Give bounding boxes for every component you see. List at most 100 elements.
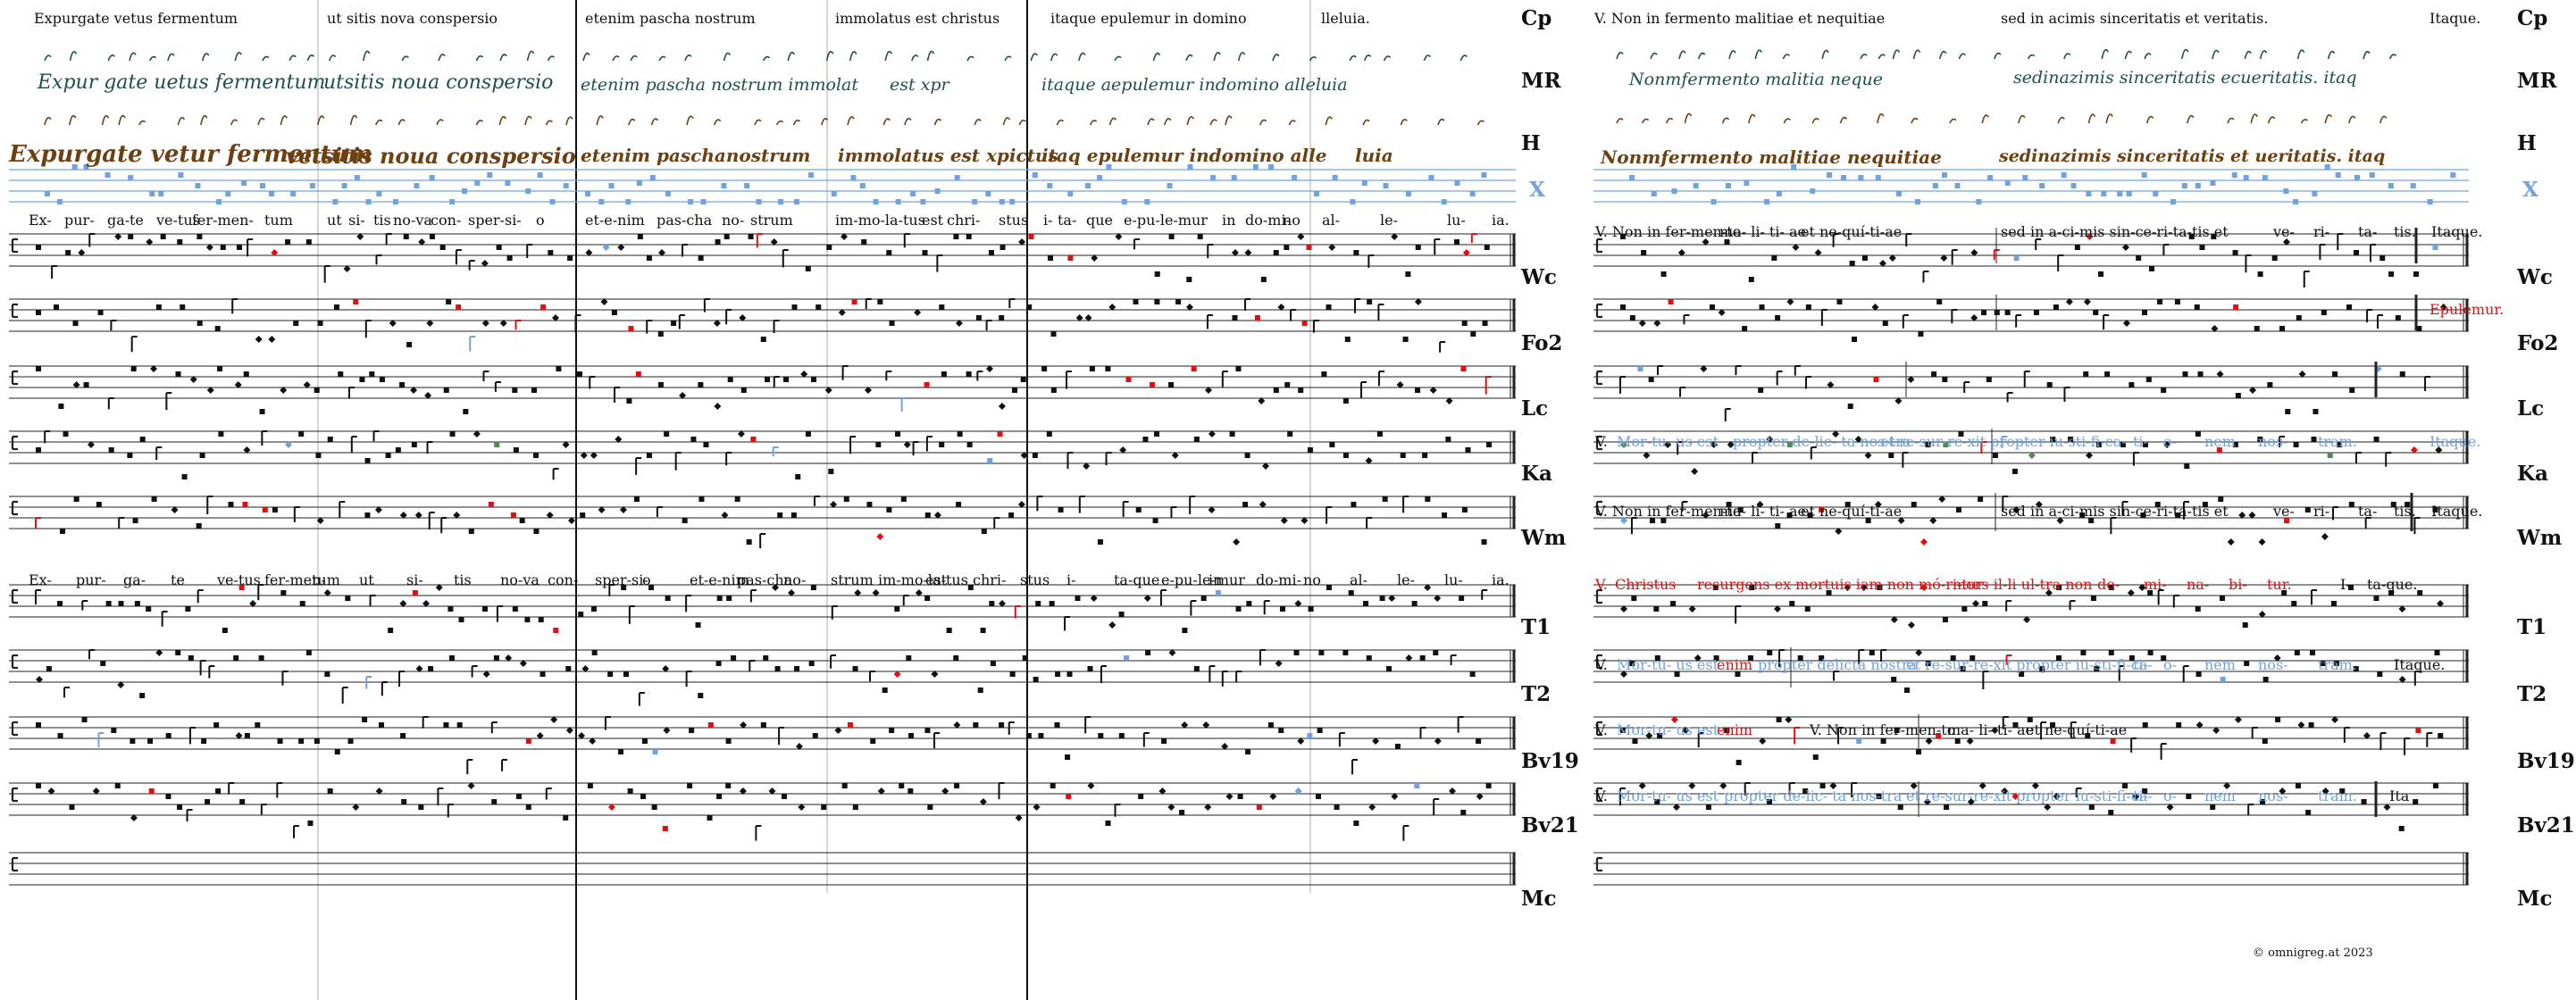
- neume-rhombus: [663, 727, 671, 734]
- neume-virga: [381, 681, 388, 696]
- neume-rhombus: [2238, 512, 2246, 519]
- adiastematic-neume: [723, 52, 732, 62]
- verse-syllable: ta-: [2358, 503, 2378, 520]
- neume-rhombus: [800, 371, 808, 378]
- neume-rhombus: [1258, 397, 1266, 404]
- neume-punctum: [1307, 447, 1313, 453]
- adiastematic-neume: [257, 117, 265, 126]
- adiastematic-neume: [1721, 117, 1730, 124]
- neume-punctum: [1981, 310, 1987, 315]
- adiastematic-neume: [1259, 119, 1267, 126]
- neume-virga: [526, 244, 533, 258]
- neume-virga: [1434, 238, 1441, 255]
- mr-manuscript-text: etenim pascha nostrum immolat: [581, 75, 859, 95]
- neume-punctum: [1235, 606, 1242, 612]
- neume-punctum: [2195, 606, 2201, 612]
- adiastematic-neume: [849, 51, 857, 62]
- x-neume: [1725, 183, 1731, 188]
- neume-punctum: [1235, 366, 1242, 371]
- neume-punctum: [259, 409, 265, 414]
- neume-punctum: [1168, 234, 1175, 239]
- adiastematic-neume: [596, 115, 604, 126]
- neume-punctum: [2242, 622, 2248, 628]
- lyric-syllable: ut: [359, 571, 374, 588]
- cp-cell: etenim pascha nostrum: [585, 10, 756, 27]
- neume-rhombus: [740, 721, 748, 729]
- verse-syllable: ve-: [2273, 223, 2295, 240]
- neume-rhombus: [453, 512, 461, 519]
- neume-punctum: [272, 507, 278, 512]
- x-neume: [985, 191, 991, 196]
- neume-punctum: [664, 431, 670, 437]
- neume-rhombus: [658, 249, 666, 256]
- adiastematic-neume: [545, 120, 553, 126]
- x-neume: [83, 164, 89, 170]
- neume-punctum: [347, 738, 354, 744]
- row-label: Cp: [2517, 6, 2548, 30]
- neume-rhombus: [1424, 584, 1432, 591]
- neume-rhombus: [1940, 254, 1948, 262]
- neume-punctum: [1298, 388, 1304, 393]
- clef-mark: [1595, 370, 1602, 386]
- neume-rhombus: [979, 798, 987, 805]
- adiastematic-neume: [1309, 56, 1317, 62]
- neume-virga: [1244, 298, 1251, 312]
- x-neume: [2061, 172, 2067, 178]
- neume-punctum: [1145, 650, 1151, 655]
- neume-punctum: [2147, 590, 2154, 596]
- verse-syllable: mors il-li ul-tra non: [1953, 576, 2093, 593]
- adiastematic-neume: [565, 116, 573, 126]
- neume-punctum: [1844, 502, 1851, 507]
- neume-virga: [2157, 589, 2164, 605]
- neume-rhombus: [1396, 381, 1404, 388]
- adiastematic-neume: [1186, 116, 1194, 126]
- clef-mark: [1595, 303, 1602, 319]
- lyric-syllable: pas-cha: [657, 212, 713, 229]
- adiastematic-neume: [911, 54, 919, 62]
- adiastematic-neume: [438, 54, 446, 62]
- neume-rhombus: [2086, 452, 2093, 459]
- neume-punctum: [621, 585, 627, 590]
- neume-virga: [1207, 244, 1214, 259]
- neume-punctum: [987, 458, 993, 463]
- neume-punctum: [977, 688, 983, 693]
- neume-punctum: [1724, 239, 1730, 245]
- neume-punctum: [315, 453, 322, 458]
- neume-punctum: [36, 783, 41, 788]
- lyric-syllable: ta-: [1058, 212, 1077, 229]
- neume-virga: [228, 782, 235, 795]
- adiastematic-neume: [974, 119, 982, 126]
- neume-rhombus: [1365, 457, 1373, 464]
- x-neume: [1791, 164, 1797, 170]
- verse-syllable: V.: [1595, 721, 1608, 738]
- x-neume: [158, 191, 164, 196]
- neume-punctum: [327, 788, 333, 794]
- verse-syllable: tis.: [2394, 503, 2416, 520]
- clef-mark: [1595, 654, 1602, 670]
- neume-punctum: [2349, 388, 2355, 393]
- neume-punctum: [2108, 585, 2114, 590]
- neume-punctum: [362, 717, 368, 722]
- neume-virga: [447, 804, 454, 818]
- neume-virga: [682, 244, 689, 257]
- neume-virga: [756, 233, 763, 248]
- neume-punctum: [2293, 442, 2299, 447]
- neume-rhombus: [2045, 589, 2053, 596]
- neume-rhombus: [2031, 782, 2039, 789]
- neume-punctum: [1880, 738, 1886, 744]
- neume-punctum: [851, 299, 857, 304]
- neume-virga: [261, 430, 268, 446]
- x-neume: [2181, 183, 2187, 188]
- neume-rhombus: [1368, 804, 1376, 811]
- neume-virga: [1353, 298, 1360, 313]
- neume-punctum: [36, 722, 41, 728]
- neume-punctum: [1668, 299, 1674, 304]
- neume-virga: [1066, 452, 1074, 470]
- neume-punctum: [196, 523, 202, 529]
- neume-punctum: [966, 442, 973, 447]
- neume-rhombus: [1645, 732, 1653, 739]
- neume-virga: [831, 605, 838, 620]
- x-neume: [2369, 172, 2375, 178]
- neume-punctum: [197, 321, 203, 326]
- neume-rhombus: [1429, 387, 1437, 394]
